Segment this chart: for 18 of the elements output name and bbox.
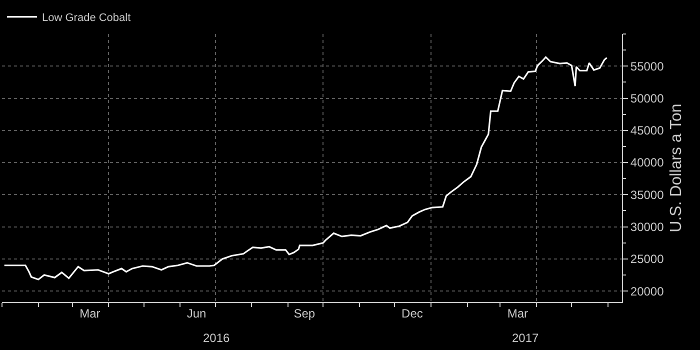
line-series	[4, 56, 608, 280]
y-axis-title: U.S. Dollars a Ton	[668, 104, 685, 232]
x-tick-label: Mar	[80, 306, 100, 320]
y-tick-label: 50000	[630, 91, 664, 106]
x-tick-label: Mar	[507, 306, 528, 320]
y-tick-label: 35000	[630, 188, 664, 202]
y-tick-label: 40000	[630, 156, 664, 170]
text: 2017	[512, 331, 540, 345]
x-tick-label: Jun	[186, 306, 206, 320]
y-tick-label: 45000	[630, 124, 664, 138]
x-tick-label: Sep	[294, 306, 316, 320]
y-tick-label: 25000	[630, 252, 664, 266]
text: 2016	[203, 331, 230, 345]
y-tick-label: 55000	[630, 59, 664, 74]
legend-label: Low Grade Cobalt	[42, 12, 131, 24]
y-tick-label: 30000	[630, 220, 664, 234]
x-tick-label: Dec	[402, 306, 423, 320]
y-tick-label: 20000	[630, 284, 664, 298]
